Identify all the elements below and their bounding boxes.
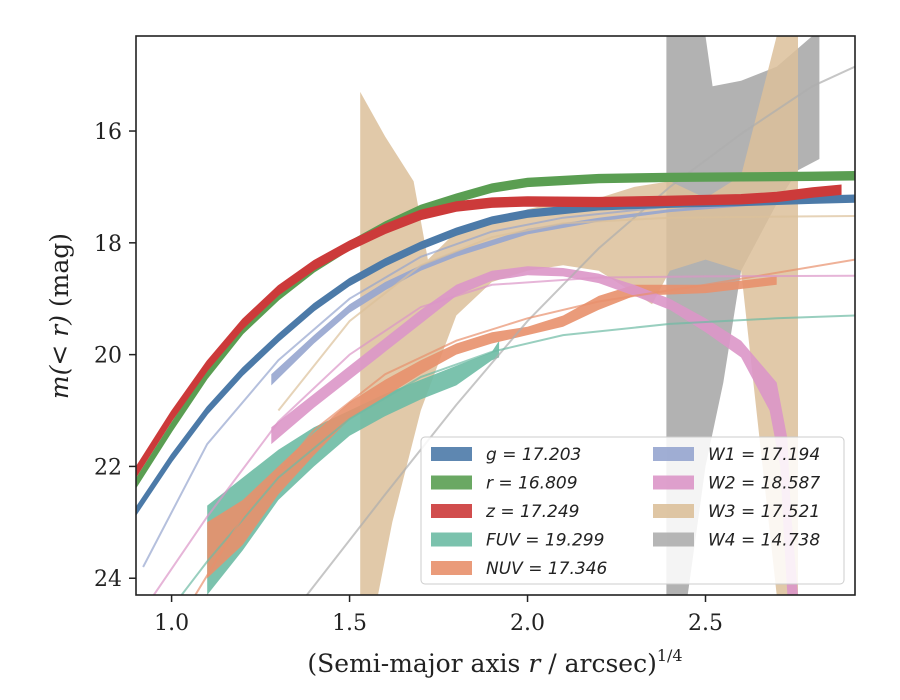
legend-label-w1: W1 = 17.194: [708, 445, 820, 465]
legend-label-nuv: NUV = 17.346: [486, 559, 608, 579]
x-tick-label: 1.0: [154, 611, 189, 636]
legend-swatch-g: [431, 447, 472, 461]
model-line-nuv: [194, 258, 855, 595]
y-tick-label: 18: [94, 232, 122, 257]
model-line-fuv: [180, 314, 855, 595]
legend-label-w4: W4 = 14.738: [708, 531, 820, 551]
legend-swatch-w3: [653, 504, 694, 518]
band-nuv: [207, 276, 777, 579]
legend-label-w2: W2 = 18.587: [708, 474, 820, 494]
model-line-w4: [306, 65, 855, 595]
y-tick-label: 16: [94, 120, 122, 145]
plot-frame: [135, 35, 856, 596]
legend-box: [420, 436, 845, 585]
legend-swatch-w2: [653, 475, 694, 490]
x-tick-label: 1.5: [332, 611, 367, 636]
x-axis-label: (Semi-major axis r / arcsec)1/4: [307, 646, 682, 678]
y-tick-label: 24: [94, 567, 122, 592]
x-axis-ticks: 1.0 1.5 2.0 2.5: [154, 595, 723, 636]
legend: g = 17.203 r = 16.809 z = 17.249 FUV = 19.2…: [420, 436, 845, 585]
band-fuv: [207, 340, 500, 595]
legend-label-w3: W3 = 17.521: [708, 502, 820, 522]
legend-label-r: r = 16.809: [486, 474, 578, 494]
series-model-lines: [142, 65, 855, 595]
legend-swatch-z: [431, 504, 472, 518]
y-tick-label: 20: [94, 344, 122, 369]
line-z: [136, 184, 842, 478]
series-data-lines: [136, 171, 855, 516]
line-g: [136, 194, 855, 516]
model-line-w2: [152, 274, 855, 595]
legend-label-z: z = 17.249: [485, 502, 579, 522]
legend-swatch-w1: [653, 447, 694, 461]
model-line-w3: [277, 215, 855, 412]
legend-label-g: g = 17.203: [486, 445, 581, 465]
y-axis-ticks: 16 18 20 22 24: [94, 120, 136, 592]
legend-swatch-r: [431, 475, 472, 490]
band-w3: [360, 36, 798, 595]
legend-label-fuv: FUV = 19.299: [486, 531, 604, 551]
legend-swatch-nuv: [431, 561, 472, 575]
y-tick-label: 22: [94, 455, 122, 480]
x-tick-label: 2.0: [510, 611, 545, 636]
legend-swatch-w4: [653, 532, 694, 547]
x-tick-label: 2.5: [688, 611, 723, 636]
y-axis-label: m(< r) (mag): [45, 233, 74, 399]
legend-swatch-fuv: [431, 532, 472, 547]
